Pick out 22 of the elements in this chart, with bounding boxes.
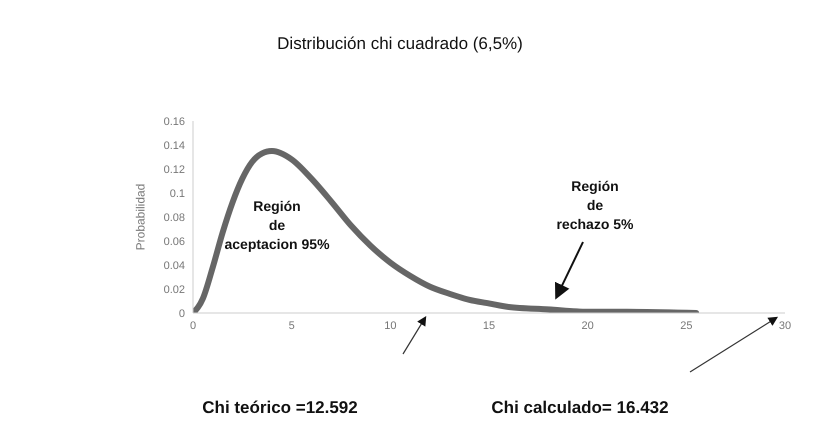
x-tick-label: 25 [680, 320, 692, 332]
y-tick-label: 0.1 [170, 188, 185, 200]
x-tick-label: 5 [288, 320, 295, 332]
y-tick-label: 0 [178, 308, 185, 320]
y-tick-label: 0.06 [164, 236, 185, 248]
x-tick-label: 15 [482, 320, 496, 332]
annotation: Región de aceptacion 95% [223, 197, 331, 254]
y-tick-label: 0.04 [164, 260, 185, 272]
text: Chi calculado= 16.432 [490, 398, 670, 418]
x-tick-label: 0 [190, 320, 196, 332]
y-tick-label: 0.14 [164, 140, 185, 152]
y-tick-label: 0.12 [164, 164, 185, 176]
y-axis-title: Probabilidad [133, 184, 148, 250]
x-tick-label: 20 [582, 320, 594, 332]
y-tick-label: 0.08 [164, 212, 185, 224]
x-tick-label: 10 [384, 320, 396, 332]
y-tick-label: 0.02 [164, 284, 185, 296]
text: Chi teórico =12.592 [201, 398, 359, 418]
x-tick-label: 30 [778, 320, 792, 332]
annotation: Región de rechazo 5% [555, 177, 635, 234]
y-tick-label: 0.16 [164, 116, 185, 128]
chart-title: Distribución chi cuadrado (6,5%) [276, 34, 524, 54]
